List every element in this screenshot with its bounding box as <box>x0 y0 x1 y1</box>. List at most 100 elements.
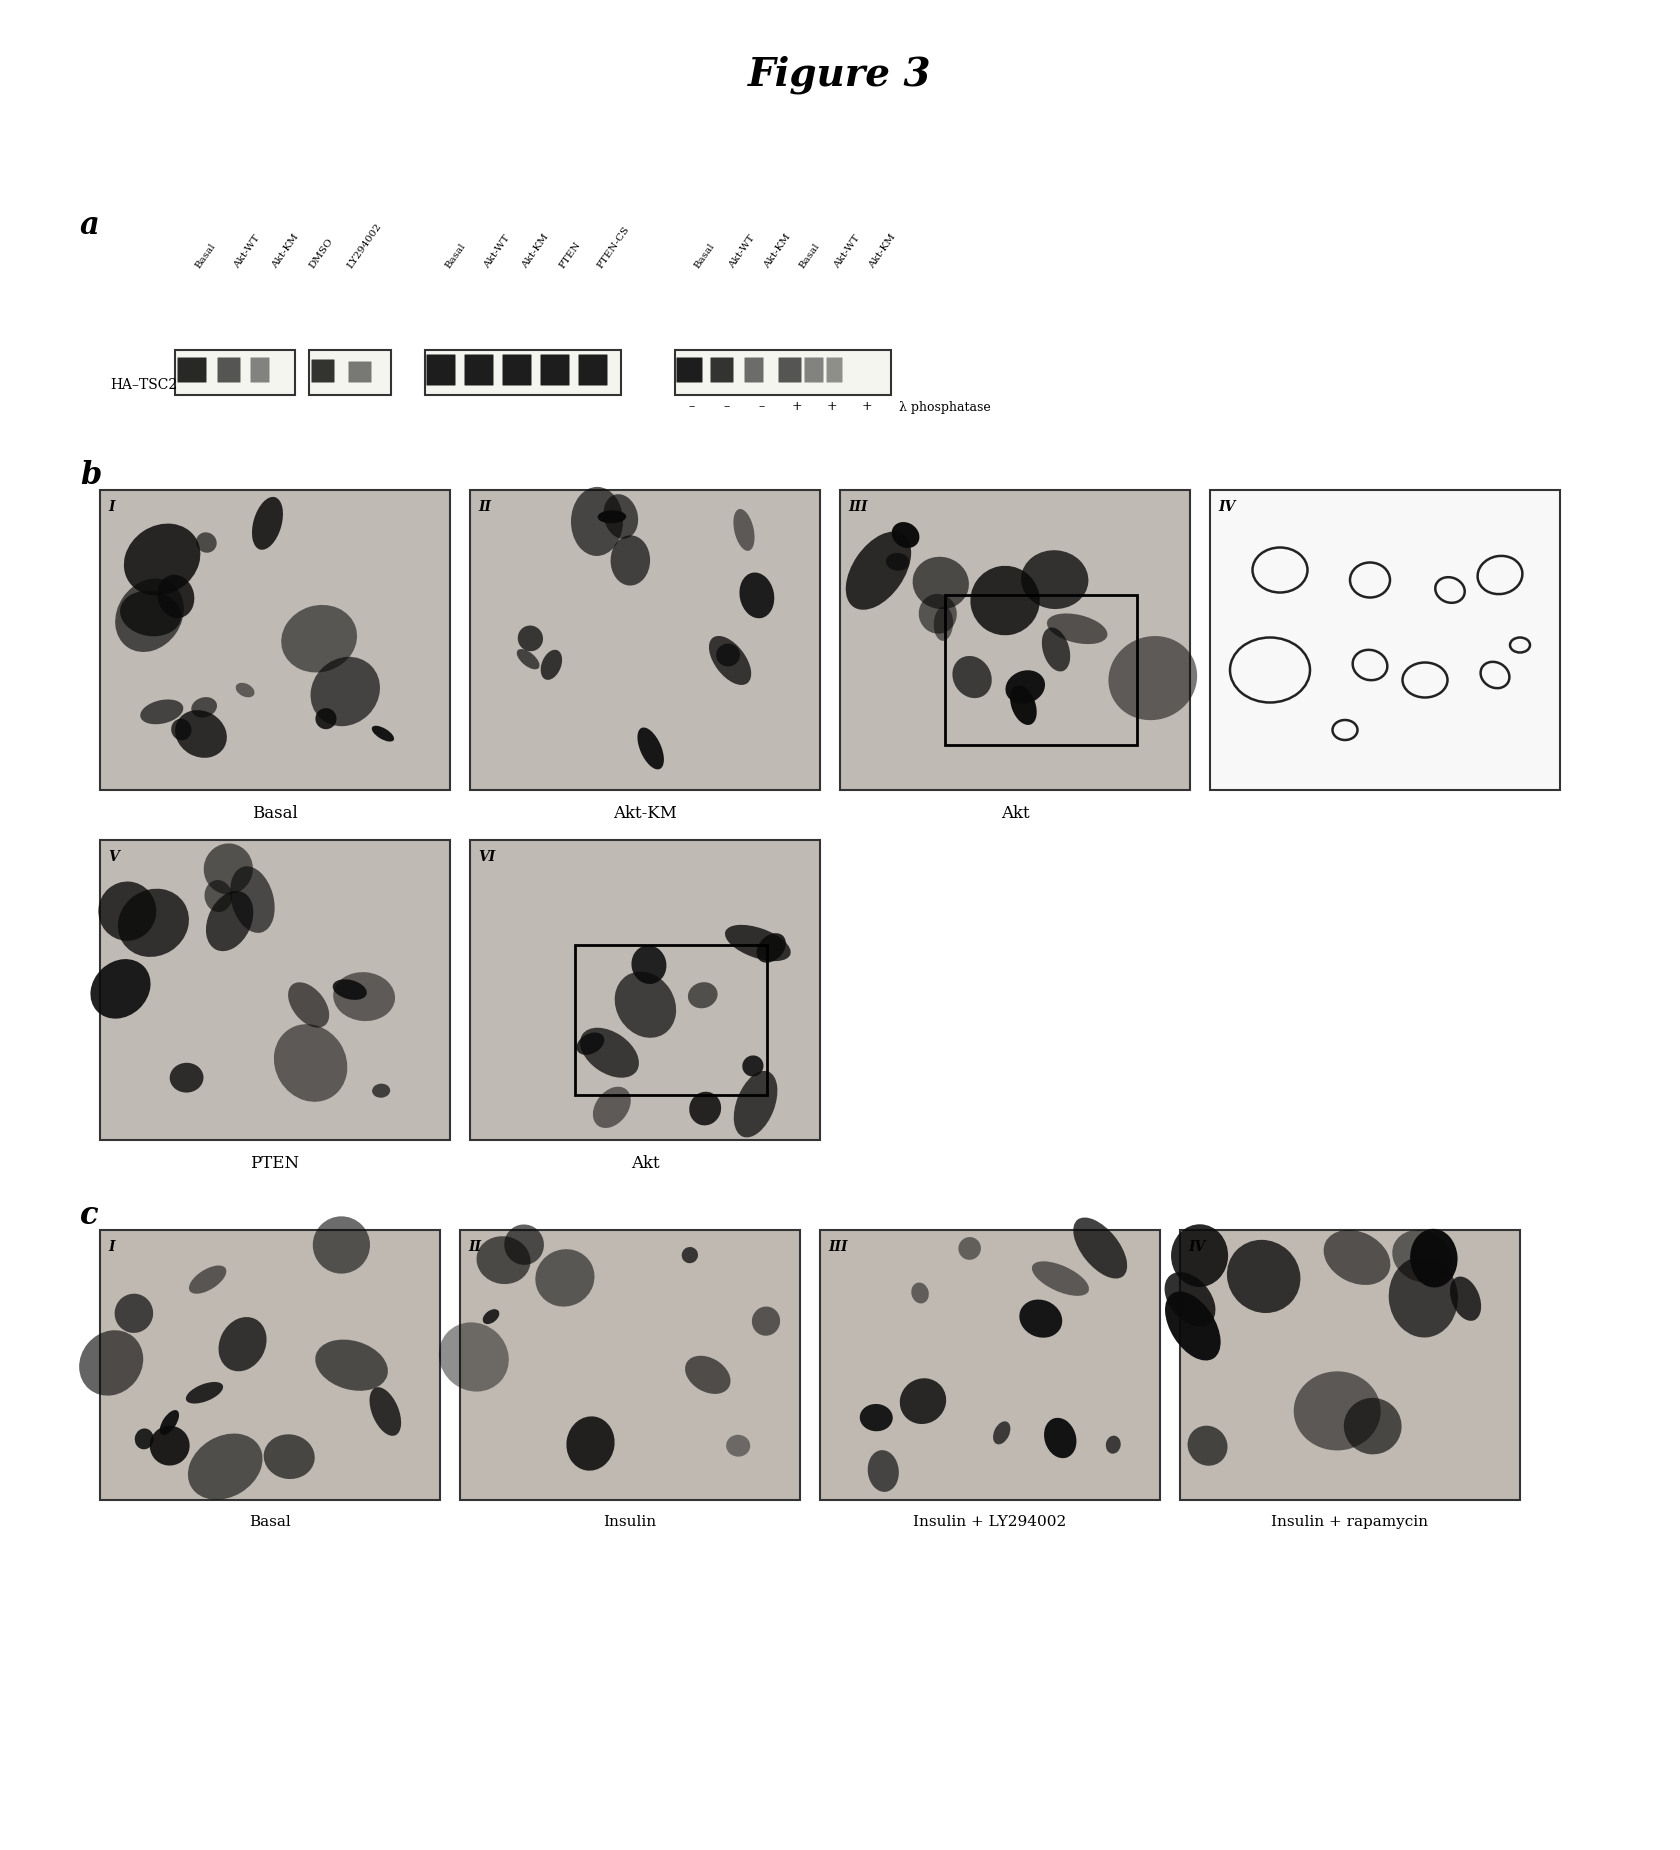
Ellipse shape <box>252 498 282 549</box>
Text: Basal: Basal <box>193 240 218 270</box>
Ellipse shape <box>333 979 366 999</box>
Ellipse shape <box>685 1356 731 1393</box>
Ellipse shape <box>858 1404 892 1432</box>
Ellipse shape <box>751 1306 780 1336</box>
Text: PTEN: PTEN <box>250 1154 299 1173</box>
Ellipse shape <box>632 945 665 984</box>
Text: c: c <box>81 1201 99 1230</box>
FancyBboxPatch shape <box>217 357 240 383</box>
Ellipse shape <box>264 1434 314 1478</box>
Bar <box>1179 1230 1519 1500</box>
Text: VI: VI <box>477 849 496 864</box>
Ellipse shape <box>682 1247 697 1264</box>
Text: +: + <box>862 400 872 414</box>
Ellipse shape <box>158 575 195 618</box>
Ellipse shape <box>235 683 254 697</box>
Ellipse shape <box>134 1428 153 1449</box>
Ellipse shape <box>175 710 227 758</box>
Text: IV: IV <box>1218 500 1235 514</box>
Ellipse shape <box>709 636 751 684</box>
Ellipse shape <box>119 590 181 636</box>
Ellipse shape <box>724 925 790 962</box>
Ellipse shape <box>124 524 200 596</box>
Ellipse shape <box>1322 1230 1389 1286</box>
Bar <box>99 1230 440 1500</box>
Bar <box>309 350 391 396</box>
Ellipse shape <box>1450 1276 1480 1321</box>
Text: Akt-WT: Akt-WT <box>232 233 262 270</box>
Ellipse shape <box>1042 627 1070 672</box>
Ellipse shape <box>188 1265 227 1293</box>
Ellipse shape <box>203 844 252 894</box>
FancyBboxPatch shape <box>348 361 371 383</box>
Ellipse shape <box>79 1330 143 1395</box>
FancyBboxPatch shape <box>178 357 207 383</box>
Ellipse shape <box>912 557 968 609</box>
Ellipse shape <box>687 982 717 1008</box>
Ellipse shape <box>593 1086 630 1128</box>
Ellipse shape <box>205 881 232 912</box>
Text: IV: IV <box>1188 1240 1205 1254</box>
Ellipse shape <box>170 1062 203 1093</box>
Text: V: V <box>108 849 119 864</box>
Ellipse shape <box>504 1225 544 1265</box>
Ellipse shape <box>1010 684 1037 725</box>
Ellipse shape <box>716 644 739 666</box>
Text: Akt-WT: Akt-WT <box>832 233 862 270</box>
Ellipse shape <box>171 720 192 740</box>
Bar <box>99 840 450 1140</box>
Ellipse shape <box>311 657 380 727</box>
Ellipse shape <box>1342 1399 1401 1454</box>
Ellipse shape <box>726 1436 749 1456</box>
Ellipse shape <box>993 1421 1010 1445</box>
Text: Akt: Akt <box>1000 805 1028 821</box>
Bar <box>944 596 1137 746</box>
Text: b: b <box>81 461 101 490</box>
Bar <box>1210 490 1559 790</box>
Ellipse shape <box>596 511 627 524</box>
Text: Akt-WT: Akt-WT <box>482 233 511 270</box>
Ellipse shape <box>192 697 217 718</box>
Ellipse shape <box>1020 549 1087 609</box>
Ellipse shape <box>615 971 675 1038</box>
Ellipse shape <box>482 1310 499 1325</box>
Text: II: II <box>467 1240 480 1254</box>
Bar <box>470 490 820 790</box>
Ellipse shape <box>932 607 953 640</box>
Ellipse shape <box>1186 1426 1226 1465</box>
Ellipse shape <box>845 531 911 610</box>
Ellipse shape <box>732 509 754 551</box>
Ellipse shape <box>150 1426 190 1465</box>
Text: DMSO: DMSO <box>307 237 334 270</box>
Ellipse shape <box>1410 1228 1457 1288</box>
Ellipse shape <box>475 1236 531 1284</box>
Text: Akt-WT: Akt-WT <box>727 233 756 270</box>
Ellipse shape <box>370 1388 402 1436</box>
Ellipse shape <box>1105 1436 1121 1454</box>
Text: Insulin + rapamycin: Insulin + rapamycin <box>1270 1515 1428 1528</box>
Ellipse shape <box>919 594 956 635</box>
Bar <box>425 350 620 396</box>
Bar <box>175 350 294 396</box>
Text: Figure 3: Figure 3 <box>748 56 931 94</box>
Text: Akt-KM: Akt-KM <box>270 231 301 270</box>
FancyBboxPatch shape <box>250 357 269 383</box>
Ellipse shape <box>739 572 774 618</box>
Ellipse shape <box>610 535 650 586</box>
Ellipse shape <box>1164 1273 1215 1326</box>
Ellipse shape <box>333 971 395 1021</box>
Ellipse shape <box>969 566 1040 635</box>
Ellipse shape <box>287 982 329 1027</box>
FancyBboxPatch shape <box>464 355 494 385</box>
Text: III: III <box>847 500 867 514</box>
Bar <box>575 945 768 1095</box>
Bar <box>840 490 1189 790</box>
Ellipse shape <box>689 1092 721 1125</box>
Ellipse shape <box>116 579 183 651</box>
Ellipse shape <box>139 699 183 723</box>
Ellipse shape <box>371 725 393 742</box>
Ellipse shape <box>1018 1299 1062 1338</box>
Ellipse shape <box>99 881 156 942</box>
Text: Insulin + LY294002: Insulin + LY294002 <box>912 1515 1067 1528</box>
Text: PTEN-CS: PTEN-CS <box>596 224 632 270</box>
